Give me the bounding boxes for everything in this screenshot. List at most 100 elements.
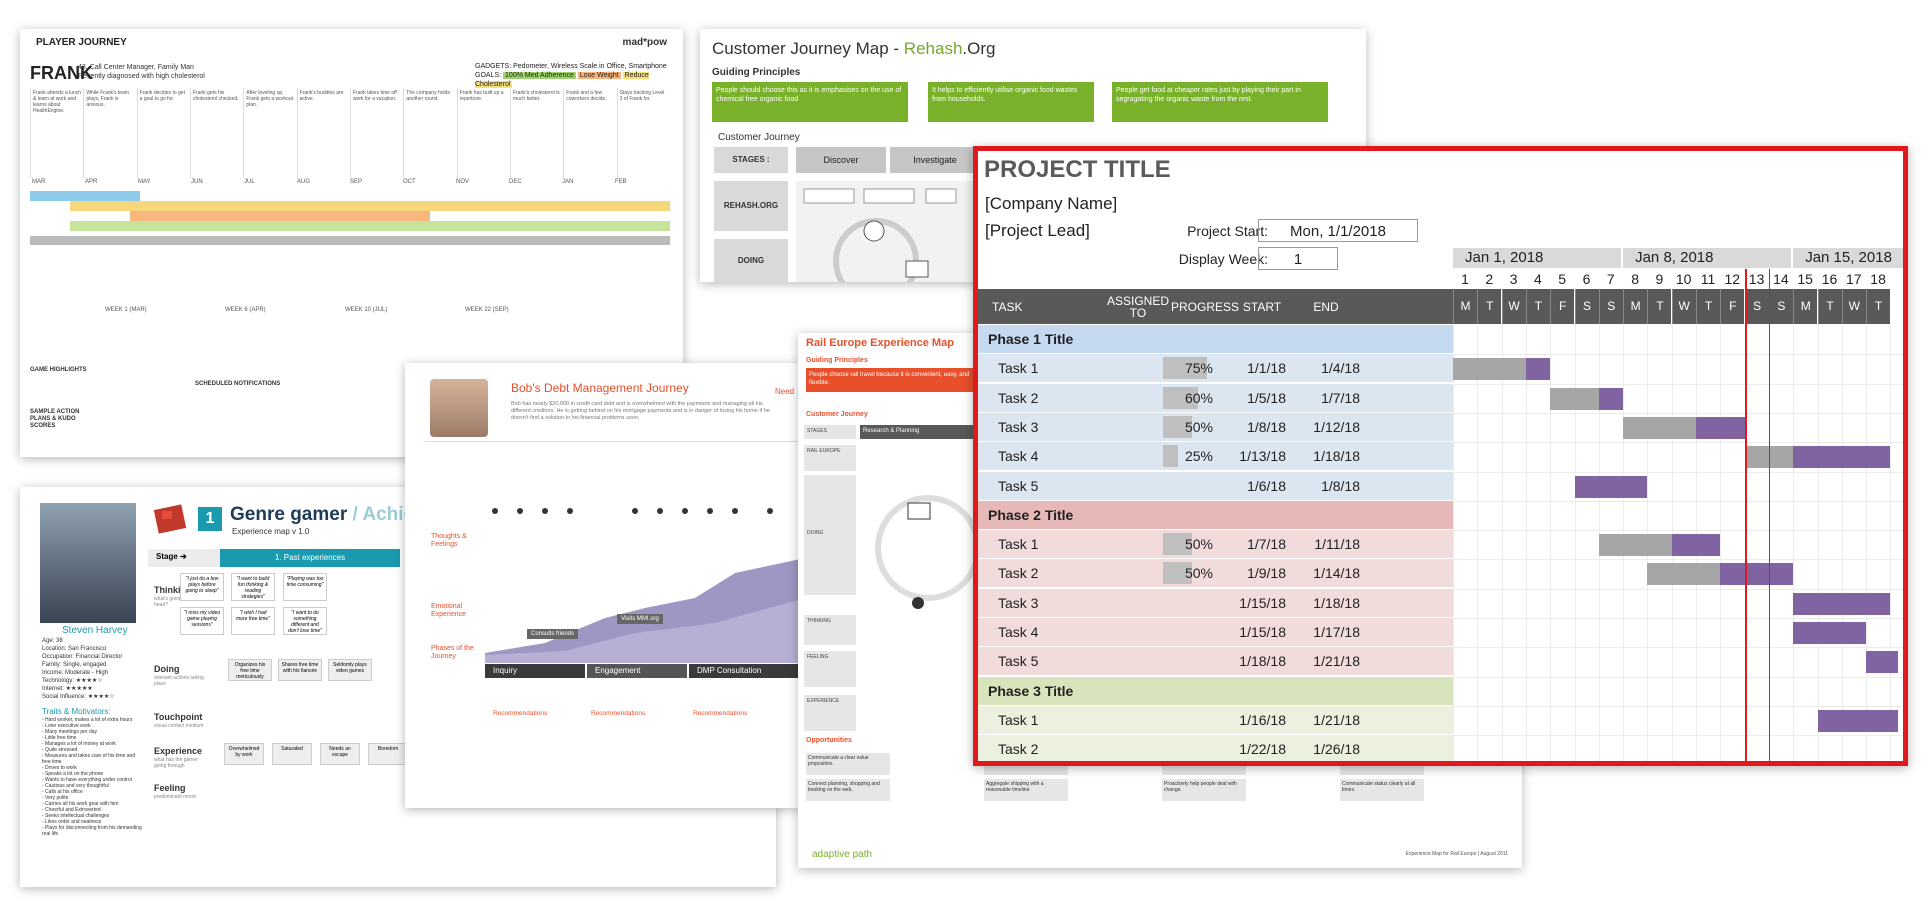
task-end[interactable]: 1/4/18 (1321, 360, 1360, 377)
persona-figures (492, 508, 773, 514)
rail-stage-label: STAGES (804, 425, 856, 439)
doing-box: Organizes his free time meticulously (228, 659, 272, 681)
task-name[interactable]: Task 3 (998, 594, 1039, 611)
bob-journey-card: Bob's Debt Management Journey Bob has ne… (405, 363, 800, 808)
bob-avatar (430, 379, 488, 437)
gantt-chart: PROJECT TITLE [Company Name] [Project Le… (973, 146, 1908, 766)
task-end[interactable]: 1/11/18 (1314, 536, 1360, 553)
today-marker (1768, 269, 1770, 761)
task-start[interactable]: 1/18/18 (1239, 653, 1286, 670)
bob-description: Bob has nearly $20,000 in credit card de… (511, 401, 770, 421)
genre-title-main: Genre gamer (230, 504, 348, 525)
day-letter: M (1793, 289, 1818, 324)
grid-vline (1453, 324, 1454, 761)
project-title[interactable]: PROJECT TITLE (984, 156, 1171, 183)
recommendations-label: Recommendations (591, 710, 646, 717)
display-week-input[interactable]: 1 (1258, 247, 1338, 270)
day-letter: M (1623, 289, 1648, 324)
grid-vline (1525, 324, 1527, 761)
progress-value[interactable]: 50% (1184, 536, 1213, 553)
attribute-item: Occupation: Financial Director (42, 654, 123, 660)
task-name[interactable]: Task 1 (998, 536, 1039, 553)
month-label: JUL (244, 179, 255, 185)
phase-title[interactable]: Phase 2 Title (988, 506, 1074, 523)
project-start-input[interactable]: Mon, 1/1/2018 (1258, 219, 1418, 242)
rail-stage-label: RAIL EUROPE (804, 445, 856, 471)
task-end[interactable]: 1/8/18 (1321, 477, 1360, 494)
rehash-title-prefix: Customer Journey Map - (712, 39, 904, 58)
grid-vline (1720, 324, 1722, 761)
persona-photo (40, 503, 136, 623)
task-row (978, 442, 1453, 472)
task-end[interactable]: 1/7/18 (1321, 389, 1360, 406)
day-number: 2 (1485, 271, 1494, 287)
progress-value[interactable]: 25% (1184, 448, 1213, 465)
task-start[interactable]: 1/6/18 (1247, 477, 1286, 494)
game-highlights-label: GAME HIGHLIGHTS (30, 367, 87, 373)
task-end[interactable]: 1/18/18 (1313, 594, 1360, 611)
row-sublabel: predominant mood (154, 794, 196, 800)
task-start[interactable]: 1/5/18 (1247, 389, 1286, 406)
thought-note: "I want to do something different and do… (283, 607, 327, 635)
task-start[interactable]: 1/7/18 (1247, 536, 1286, 553)
journey-column: While Frank's team plays, Frank is anxio… (83, 88, 136, 178)
trait-item: - Hard worker, makes a lot of extra hour… (42, 717, 133, 723)
phase-title[interactable]: Phase 3 Title (988, 682, 1074, 699)
task-start[interactable]: 1/22/18 (1239, 741, 1286, 758)
progress-value[interactable]: 50% (1184, 565, 1213, 582)
gantt-bar-complete (1550, 387, 1599, 410)
task-start[interactable]: 1/13/18 (1239, 448, 1286, 465)
gantt-bar-remaining (1574, 475, 1648, 498)
task-start[interactable]: 1/15/18 (1239, 624, 1286, 640)
task-name[interactable]: Task 1 (998, 711, 1039, 728)
task-name[interactable]: Task 5 (998, 653, 1039, 670)
task-row (978, 471, 1453, 501)
task-end[interactable]: 1/14/18 (1313, 565, 1360, 582)
progress-value[interactable]: 75% (1184, 360, 1213, 377)
task-end[interactable]: 1/17/18 (1313, 624, 1360, 640)
bob-title: Bob's Debt Management Journey (511, 381, 689, 395)
task-row (978, 735, 1453, 761)
grid-vline (1477, 324, 1479, 761)
month-label: MAR (32, 179, 46, 185)
opportunity-item: Communicate a clear value proposition. (806, 753, 890, 775)
attribute-item: Internet: ★★★★★ (42, 686, 93, 692)
day-letter: M (1453, 289, 1477, 324)
phase-inquiry: Inquiry (485, 664, 585, 678)
company-name[interactable]: [Company Name] (985, 194, 1118, 213)
task-end[interactable]: 1/26/18 (1313, 741, 1360, 758)
task-name[interactable]: Task 3 (998, 418, 1039, 435)
task-name[interactable]: Task 4 (998, 448, 1039, 465)
task-end[interactable]: 1/18/18 (1313, 448, 1360, 465)
trait-item: - Lone executive work (42, 723, 91, 729)
day-number: 12 (1724, 271, 1741, 287)
task-name[interactable]: Task 5 (998, 477, 1039, 494)
principle-box: People get food at cheaper rates just by… (1112, 82, 1328, 122)
task-end[interactable]: 1/21/18 (1313, 711, 1360, 728)
phase-title[interactable]: Phase 1 Title (988, 331, 1074, 347)
task-start[interactable]: 1/1/18 (1247, 360, 1286, 377)
madpow-logo: mad*pow (622, 37, 667, 48)
attribute-item: Age: 38 (42, 638, 63, 644)
grid-vline (1793, 324, 1795, 761)
journey-column: Frank has built up a repertoire. (456, 88, 510, 178)
task-start[interactable]: 1/15/18 (1239, 594, 1286, 611)
column-header-assigned-to: ASSIGNED TO (1106, 293, 1169, 320)
task-end[interactable]: 1/21/18 (1313, 653, 1360, 670)
task-end[interactable]: 1/12/18 (1313, 418, 1360, 435)
progress-value[interactable]: 60% (1184, 389, 1213, 406)
phase-row (978, 500, 1453, 530)
task-name[interactable]: Task 2 (998, 389, 1039, 406)
progress-value[interactable]: 50% (1184, 418, 1213, 435)
task-name[interactable]: Task 2 (998, 741, 1039, 758)
task-start[interactable]: 1/8/18 (1247, 418, 1286, 435)
month-label: JUN (191, 179, 203, 185)
task-name[interactable]: Task 4 (998, 624, 1039, 640)
task-start[interactable]: 1/16/18 (1239, 711, 1286, 728)
month-label: APR (85, 179, 98, 185)
task-name[interactable]: Task 1 (998, 360, 1039, 377)
task-name[interactable]: Task 2 (998, 565, 1039, 582)
task-row (978, 530, 1453, 560)
task-start[interactable]: 1/9/18 (1247, 565, 1286, 582)
project-lead[interactable]: [Project Lead] (985, 221, 1090, 240)
